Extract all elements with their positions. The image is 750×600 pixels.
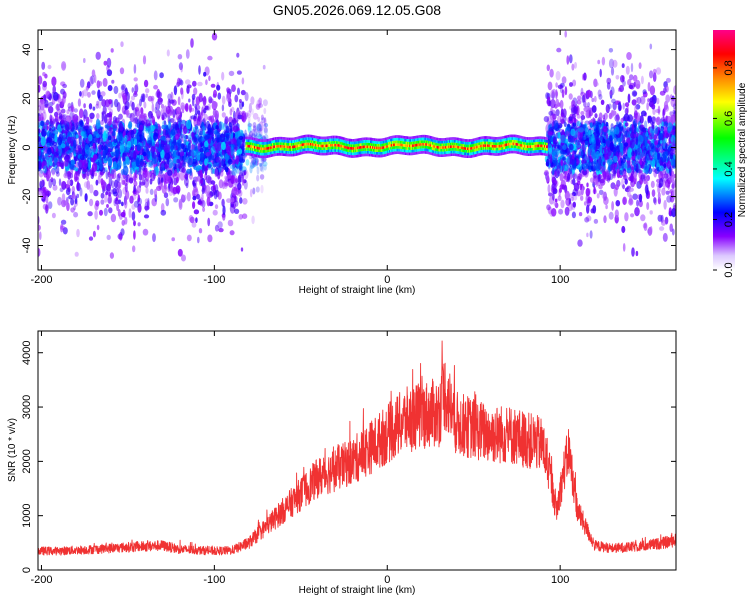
colorbar-tick-label: 0.8 <box>723 60 735 75</box>
colorbar-gradient <box>713 30 735 270</box>
snr-series-line <box>38 340 676 556</box>
heatmap-y-tick-label: 0 <box>21 144 33 150</box>
heatmap-y-tick-label: 20 <box>21 92 33 104</box>
heatmap-ylabel: Frequency (Hz) <box>7 116 18 185</box>
colorbar-ticks: 0.0 0.2 0.4 0.6 0.8 <box>713 60 735 278</box>
heatmap-x-tick-label: -200 <box>30 274 52 286</box>
snr-x-tick-label: 100 <box>551 574 569 586</box>
snr-ylabel: SNR (10 * v/v) <box>7 418 18 482</box>
colorbar-tick-label: 0.0 <box>723 262 735 277</box>
figure-title: GN05.2026.069.12.05.G08 <box>273 2 441 18</box>
colorbar-tick-label: 0.2 <box>723 212 735 227</box>
heatmap-cells <box>38 30 676 262</box>
heatmap-x-tick-label: -100 <box>203 274 225 286</box>
heatmap-y-tick-label: -40 <box>21 238 33 254</box>
snr-y-tick-label: 0 <box>21 567 33 573</box>
snr-y-tick-label: 2000 <box>21 449 33 473</box>
snr-x-tick-label: 0 <box>384 574 390 586</box>
snr-frame <box>37 330 677 571</box>
heatmap-x-tick-label: 100 <box>551 274 569 286</box>
snr-y-tick-label: 1000 <box>21 503 33 527</box>
heatmap-y-tick-label: -20 <box>21 189 33 205</box>
snr-x-tick-label: -200 <box>30 574 52 586</box>
heatmap-y-tick-label: 40 <box>21 43 33 55</box>
colorbar: 0.0 0.2 0.4 0.6 0.8 Normalized spectral ampl… <box>713 30 748 278</box>
heatmap-frame <box>37 29 677 271</box>
snr-xlabel: Height of straight line (km) <box>299 585 416 596</box>
snr-y-tick-label: 4000 <box>21 340 33 364</box>
colorbar-label: Normalized spectral amplitude <box>737 82 748 217</box>
snr-y-tick-label: 3000 <box>21 395 33 419</box>
heatmap-xlabel: Height of straight line (km) <box>299 285 416 296</box>
colorbar-tick-label: 0.4 <box>723 161 735 176</box>
snr-x-tick-label: -100 <box>203 574 225 586</box>
colorbar-tick-label: 0.6 <box>723 111 735 126</box>
heatmap-x-tick-label: 0 <box>384 274 390 286</box>
